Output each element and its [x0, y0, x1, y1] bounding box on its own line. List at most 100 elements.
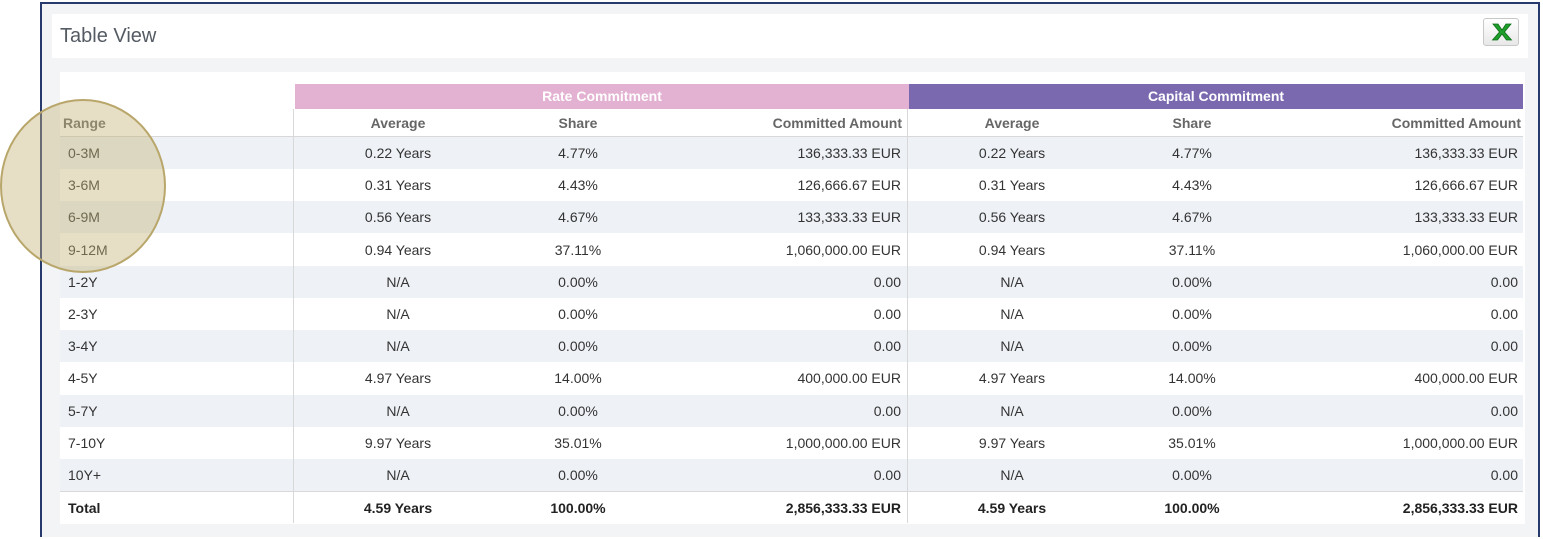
cell-capital-average: 0.31 Years	[978, 177, 1046, 194]
cell-rate-share: 37.11%	[554, 241, 602, 258]
cell-capital-average: N/A	[1000, 338, 1024, 355]
total-capital-share: 100.00%	[1164, 499, 1220, 516]
cell-rate-share: 0.00%	[558, 338, 598, 355]
cell-rate-share: 35.01%	[554, 434, 602, 451]
table-row: 3-4Y N/A 0.00% 0.00 N/A 0.00% 0.00	[60, 330, 1523, 363]
column-header-range[interactable]: Range	[63, 114, 106, 131]
cell-rate-share: 0.00%	[558, 467, 598, 483]
table-row: 6-9M 0.56 Years 4.67% 133,333.33 EUR 0.56 Ye…	[60, 201, 1523, 234]
total-rate-share: 100.00%	[550, 499, 606, 516]
cell-capital-committed-amount: 126,666.67 EUR	[1414, 177, 1518, 194]
panel-title: Table View	[60, 25, 157, 47]
cell-rate-committed-amount: 0.00	[873, 306, 901, 322]
cell-rate-committed-amount: 1,000,000.00 EUR	[785, 434, 901, 451]
cell-rate-share: 4.43%	[558, 177, 598, 194]
cell-rate-committed-amount: 0.00	[873, 402, 901, 419]
cell-capital-committed-amount: 1,060,000.00 EUR	[1402, 241, 1518, 258]
cell-capital-share: 0.00%	[1172, 467, 1212, 483]
cell-capital-share: 4.77%	[1172, 145, 1212, 161]
cell-range: 3-4Y	[68, 338, 98, 355]
cell-capital-share: 4.43%	[1172, 177, 1212, 194]
cell-rate-average: N/A	[386, 306, 410, 322]
column-header-rate-committed-amount[interactable]: Committed Amount	[772, 114, 902, 131]
table-row: 7-10Y 9.97 Years 35.01% 1,000,000.00 EUR 9.9…	[60, 427, 1523, 459]
table-view-panel: Table View Rate Commitment Capital Commi…	[40, 2, 1540, 537]
cell-range: 10Y+	[68, 467, 102, 483]
cell-range: 3-6M	[68, 177, 100, 194]
cell-capital-share: 0.00%	[1172, 273, 1212, 290]
cell-range: 7-10Y	[68, 434, 106, 451]
column-header-capital-share[interactable]: Share	[1172, 114, 1212, 131]
cell-capital-share: 0.00%	[1172, 338, 1212, 355]
table-row: 2-3Y N/A 0.00% 0.00 N/A 0.00% 0.00	[60, 298, 1523, 330]
cell-capital-committed-amount: 0.00	[1490, 467, 1518, 483]
cell-capital-average: 9.97 Years	[978, 434, 1046, 451]
total-range: Total	[68, 499, 101, 516]
column-divider	[293, 109, 294, 523]
cell-rate-committed-amount: 400,000.00 EUR	[797, 370, 901, 387]
column-header-capital-average[interactable]: Average	[984, 114, 1040, 131]
cell-capital-committed-amount: 133,333.33 EUR	[1414, 209, 1518, 226]
cell-capital-average: N/A	[1000, 306, 1024, 322]
cell-rate-committed-amount: 0.00	[873, 338, 901, 355]
column-header-rate-share[interactable]: Share	[558, 114, 598, 131]
cell-rate-share: 0.00%	[558, 402, 598, 419]
cell-rate-average: N/A	[386, 402, 410, 419]
table-row: 10Y+ N/A 0.00% 0.00 N/A 0.00% 0.00	[60, 459, 1523, 491]
cell-capital-average: N/A	[1000, 467, 1024, 483]
cell-capital-share: 0.00%	[1172, 306, 1212, 322]
cell-rate-committed-amount: 126,666.67 EUR	[797, 177, 901, 194]
total-capital-average: 4.59 Years	[977, 499, 1047, 516]
excel-icon	[1491, 23, 1513, 41]
commitment-table: Rate Commitment Capital Commitment Range…	[60, 72, 1525, 524]
column-header-rate-average[interactable]: Average	[370, 114, 426, 131]
cell-capital-committed-amount: 0.00	[1490, 338, 1518, 355]
cell-capital-average: 0.22 Years	[978, 145, 1046, 161]
total-capital-committed-amount: 2,856,333.33 EUR	[1402, 499, 1518, 516]
cell-capital-share: 35.01%	[1168, 434, 1216, 451]
cell-rate-average: N/A	[386, 273, 410, 290]
cell-rate-average: 0.56 Years	[364, 209, 432, 226]
cell-range: 6-9M	[68, 209, 100, 226]
cell-rate-share: 0.00%	[558, 306, 598, 322]
cell-range: 5-7Y	[68, 402, 98, 419]
cell-rate-average: N/A	[386, 338, 410, 355]
cell-capital-average: N/A	[1000, 402, 1024, 419]
cell-rate-average: N/A	[386, 467, 410, 483]
cell-rate-share: 4.67%	[558, 209, 598, 226]
cell-capital-average: 0.56 Years	[978, 209, 1046, 226]
cell-capital-committed-amount: 0.00	[1490, 306, 1518, 322]
table-row: 5-7Y N/A 0.00% 0.00 N/A 0.00% 0.00	[60, 394, 1523, 427]
cell-capital-committed-amount: 0.00	[1490, 402, 1518, 419]
table-total-row: Total 4.59 Years 100.00% 2,856,333.33 EU…	[60, 491, 1523, 523]
export-excel-button[interactable]	[1483, 18, 1519, 46]
cell-range: 1-2Y	[68, 273, 98, 290]
total-rate-average: 4.59 Years	[363, 499, 433, 516]
column-divider	[907, 109, 908, 523]
rate-commitment-header: Rate Commitment	[295, 84, 909, 109]
cell-rate-average: 4.97 Years	[364, 370, 432, 387]
table-row: 9-12M 0.94 Years 37.11% 1,060,000.00 EUR 0.9…	[60, 234, 1523, 266]
cell-rate-average: 0.94 Years	[364, 241, 432, 258]
cell-rate-average: 9.97 Years	[364, 434, 432, 451]
column-header-capital-committed-amount[interactable]: Committed Amount	[1391, 114, 1521, 131]
table-row: 1-2Y N/A 0.00% 0.00 N/A 0.00% 0.00	[60, 265, 1523, 298]
cell-capital-committed-amount: 0.00	[1490, 273, 1518, 290]
cell-capital-share: 14.00%	[1168, 370, 1216, 387]
cell-range: 9-12M	[68, 241, 108, 258]
table-row: 3-6M 0.31 Years 4.43% 126,666.67 EUR 0.31 Ye…	[60, 169, 1523, 201]
cell-rate-share: 0.00%	[558, 273, 598, 290]
cell-capital-share: 37.11%	[1168, 241, 1216, 258]
cell-rate-committed-amount: 133,333.33 EUR	[797, 209, 901, 226]
cell-rate-share: 14.00%	[554, 370, 602, 387]
cell-rate-committed-amount: 136,333.33 EUR	[797, 145, 901, 161]
table-row: 4-5Y 4.97 Years 14.00% 400,000.00 EUR 4.97 Y…	[60, 362, 1523, 394]
cell-rate-committed-amount: 0.00	[873, 467, 901, 483]
cell-capital-committed-amount: 400,000.00 EUR	[1414, 370, 1518, 387]
cell-range: 0-3M	[68, 145, 100, 161]
cell-rate-average: 0.22 Years	[364, 145, 432, 161]
cell-rate-committed-amount: 1,060,000.00 EUR	[785, 241, 901, 258]
cell-rate-committed-amount: 0.00	[873, 273, 901, 290]
total-rate-committed-amount: 2,856,333.33 EUR	[785, 499, 901, 516]
column-header-row: Range Average Share Committed Amount Ave…	[60, 109, 1523, 137]
